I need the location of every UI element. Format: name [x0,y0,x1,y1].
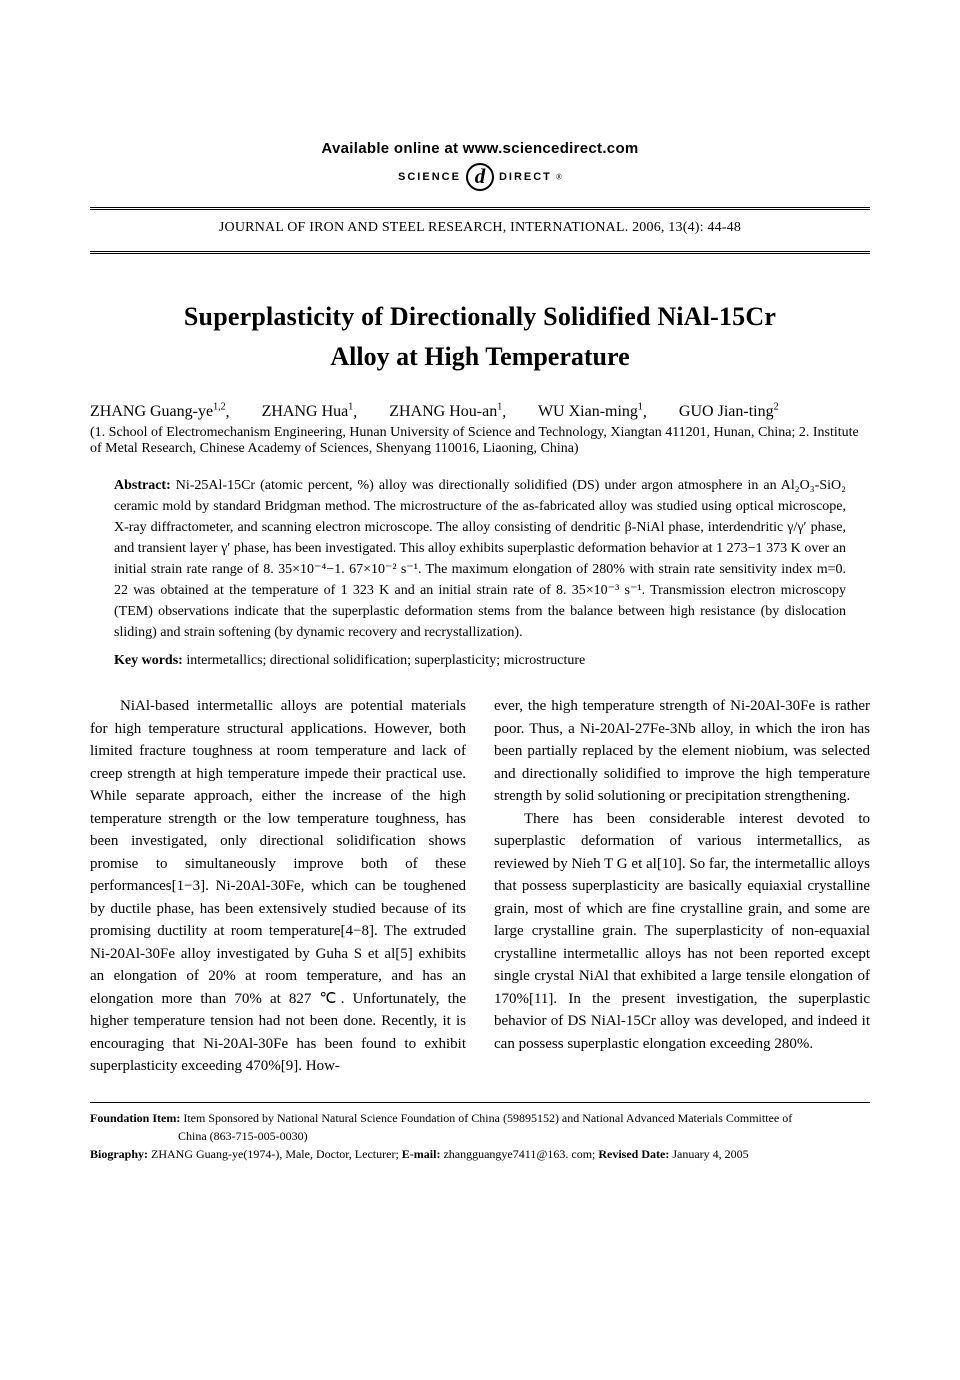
abstract-block: Abstract: Ni-25Al-15Cr (atomic percent, … [114,475,846,643]
foundation-text: Item Sponsored by National Natural Scien… [183,1111,792,1125]
biography-label: Biography: [90,1147,148,1161]
author-4-name: WU Xian-ming [538,403,638,420]
abstract-label: Abstract: [114,478,171,493]
author-3-affil-sup: 1 [497,402,502,413]
bottom-double-rule [90,251,870,254]
author-3-name: ZHANG Hou-an [389,403,497,420]
keywords-label: Key words: [114,653,183,668]
page: Available online at www.sciencedirect.co… [0,0,960,1223]
foundation-line: Foundation Item: Item Sponsored by Natio… [90,1109,870,1127]
footer-rule [90,1102,870,1103]
foundation-text2: China (863-715-005-0030) [178,1127,870,1145]
revised-text: January 4, 2005 [672,1147,748,1161]
author-4-affil-sup: 1 [638,402,643,413]
revised-label: Revised Date: [598,1147,669,1161]
foundation-label: Foundation Item: [90,1111,180,1125]
body-columns: NiAl-based intermetallic alloys are pote… [90,695,870,1078]
author-5-name: GUO Jian-ting [679,403,774,420]
col1-para1: NiAl-based intermetallic alloys are pote… [90,695,466,1078]
journal-reference: JOURNAL OF IRON AND STEEL RESEARCH, INTE… [90,210,870,245]
col2-para2: There has been considerable interest dev… [494,808,870,1056]
biography-text: ZHANG Guang-ye(1974-), Male, Doctor, Lec… [151,1147,402,1161]
author-4: WU Xian-ming1 [538,403,643,420]
article-title-line2: Alloy at High Temperature [90,342,870,372]
author-1-name: ZHANG Guang-ye [90,403,213,420]
logo-science-text: SCIENCE [398,171,461,183]
abstract-text: Ni-25Al-15Cr (atomic percent, %) alloy w… [114,478,846,640]
article-title-line1: Superplasticity of Directionally Solidif… [90,302,870,332]
column-right: ever, the high temperature strength of N… [494,695,870,1078]
author-1: ZHANG Guang-ye1,2 [90,403,226,420]
logo-d-icon: d [466,163,494,191]
author-5: GUO Jian-ting2 [679,403,779,420]
affiliations: (1. School of Electromechanism Engineeri… [90,425,870,457]
email-text: zhangguangye7411@163. com; [443,1147,598,1161]
author-5-affil-sup: 2 [774,402,779,413]
logo-direct-text: DIRECT [499,171,552,183]
email-label: E-mail: [402,1147,441,1161]
authors-line: ZHANG Guang-ye1,2, ZHANG Hua1, ZHANG Hou… [90,402,870,421]
keywords-text: intermetallics; directional solidificati… [183,653,585,668]
author-2-name: ZHANG Hua [262,403,349,420]
author-1-affil-sup: 1,2 [213,402,226,413]
logo-registered-icon: ® [556,173,562,182]
author-2-affil-sup: 1 [348,402,353,413]
column-left: NiAl-based intermetallic alloys are pote… [90,695,466,1078]
footer-block: Foundation Item: Item Sponsored by Natio… [90,1109,870,1163]
author-3: ZHANG Hou-an1 [389,403,502,420]
keywords-block: Key words: intermetallics; directional s… [114,653,846,669]
sciencedirect-logo: SCIENCE d DIRECT ® [90,163,870,191]
col2-para1: ever, the high temperature strength of N… [494,695,870,808]
available-online-text: Available online at www.sciencedirect.co… [90,140,870,157]
author-2: ZHANG Hua1 [262,403,354,420]
biography-line: Biography: ZHANG Guang-ye(1974-), Male, … [90,1145,870,1163]
